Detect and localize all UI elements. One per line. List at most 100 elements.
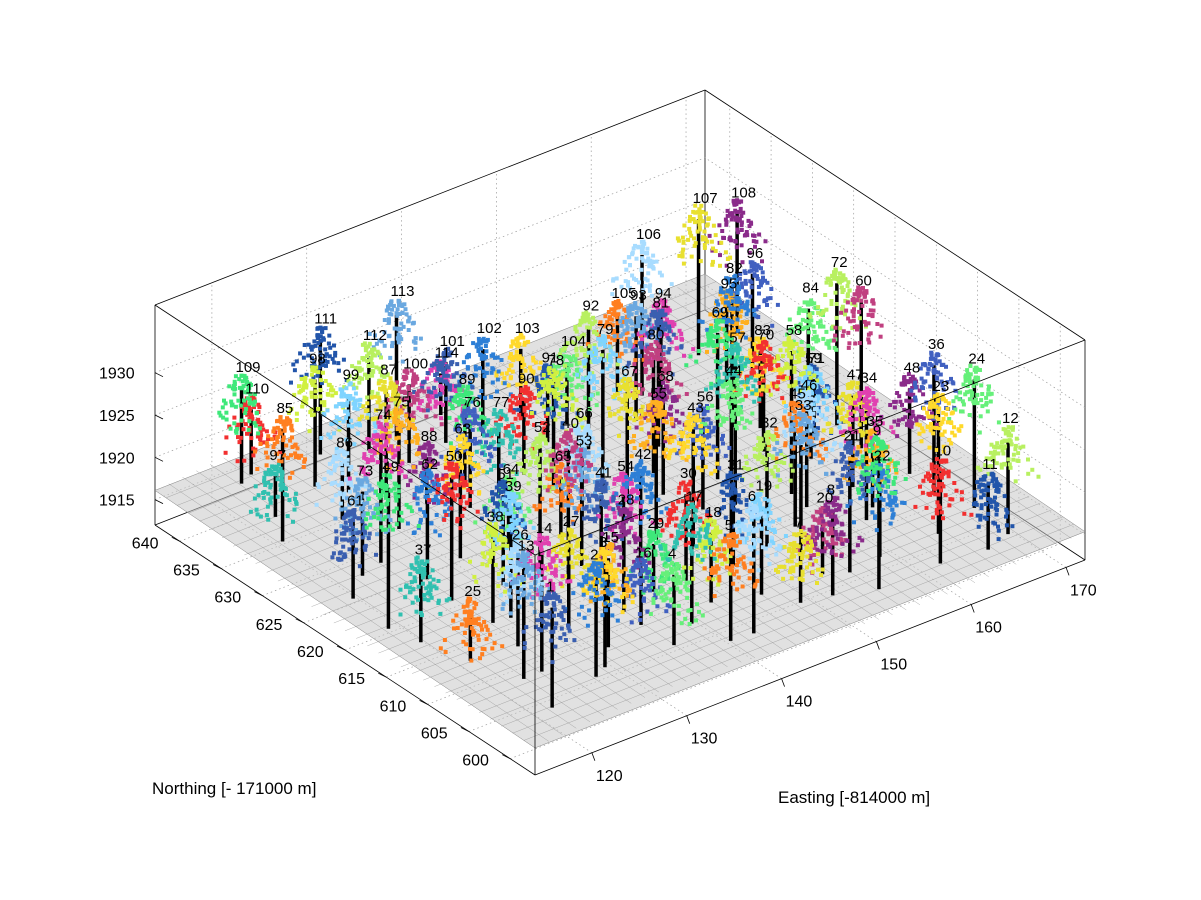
crown-point: [744, 293, 749, 298]
crown-point: [484, 422, 489, 426]
crown-point: [551, 375, 556, 380]
crown-point: [321, 411, 326, 416]
crown-point: [722, 327, 727, 332]
crown-point: [742, 364, 747, 369]
crown-point: [334, 463, 339, 468]
crown-point: [233, 429, 238, 434]
crown-point: [784, 404, 788, 408]
crown-point: [579, 348, 584, 353]
crown-point: [269, 469, 274, 474]
crown-point: [643, 323, 648, 328]
crown-point: [709, 381, 714, 386]
crown-point: [755, 274, 759, 279]
crown-point: [485, 433, 490, 438]
crown-point: [266, 468, 271, 472]
crown-point: [807, 367, 812, 372]
crown-point: [630, 273, 635, 278]
crown-point: [294, 500, 299, 505]
crown-point: [657, 330, 662, 335]
ground-mesh-line: [154, 490, 536, 749]
crown-point: [655, 304, 660, 309]
crown-point: [810, 391, 814, 396]
crown-point: [382, 343, 387, 348]
crown-point: [346, 378, 351, 383]
crown-point: [584, 313, 589, 318]
crown-point: [254, 507, 259, 512]
crown-point: [720, 437, 724, 442]
crown-point: [416, 436, 421, 441]
crown-point: [659, 409, 664, 414]
crown-point: [872, 429, 877, 434]
crown-point: [322, 359, 327, 364]
tree-crown: [367, 298, 423, 364]
crown-point: [467, 411, 472, 416]
crown-point: [747, 250, 752, 255]
crown-point: [569, 496, 574, 501]
crown-point: [385, 373, 390, 378]
crown-point: [426, 440, 431, 445]
crown-point: [237, 377, 242, 382]
crown-point: [371, 352, 375, 357]
crown-point: [762, 298, 767, 303]
crown-point: [666, 336, 671, 341]
crown-point: [684, 392, 689, 396]
crown-point: [418, 507, 423, 512]
crown-point: [684, 457, 689, 462]
crown-point: [718, 336, 723, 341]
crown-point: [841, 433, 846, 437]
crown-point: [458, 434, 463, 439]
crown-point: [725, 208, 730, 213]
crown-point: [893, 399, 898, 404]
crown-point: [522, 362, 527, 367]
crown-point: [511, 506, 516, 511]
crown-point: [510, 434, 514, 439]
crown-point: [278, 415, 283, 420]
crown-point: [441, 370, 446, 375]
box-edge-back: [154, 89, 706, 306]
crown-point: [484, 349, 489, 354]
crown-point: [709, 323, 714, 328]
crown-point: [782, 366, 787, 371]
crown-point: [412, 495, 417, 500]
crown-point: [394, 311, 399, 316]
crown-point: [633, 358, 638, 363]
crown-point: [289, 453, 293, 458]
crown-point: [451, 383, 456, 388]
crown-point: [354, 485, 359, 490]
crown-point: [302, 343, 307, 347]
crown-point: [677, 328, 682, 333]
crown-point: [329, 471, 334, 475]
crown-point: [371, 440, 376, 445]
crown-point: [718, 422, 723, 427]
crown-point: [663, 415, 668, 419]
crown-point: [620, 397, 625, 402]
crown-point: [780, 396, 785, 401]
crown-point: [341, 357, 346, 362]
crown-point: [848, 319, 853, 324]
crown-point: [769, 287, 774, 291]
crown-point: [259, 433, 264, 438]
crown-point: [249, 436, 254, 441]
crown-point: [748, 220, 753, 225]
crown-point: [388, 355, 393, 360]
crown-point: [708, 329, 713, 334]
crown-point: [744, 230, 749, 234]
crown-point: [735, 351, 740, 356]
crown-point: [629, 454, 634, 459]
tree-crown: [625, 308, 684, 377]
crown-point: [796, 380, 801, 385]
crown-point: [484, 440, 488, 445]
ground-mesh-line: [306, 423, 687, 682]
crown-point: [545, 476, 550, 481]
crown-point: [650, 310, 655, 314]
crown-point: [382, 318, 387, 322]
crown-point: [336, 361, 341, 366]
crown-point: [746, 359, 751, 364]
crown-point: [612, 310, 617, 315]
crown-point: [282, 453, 286, 458]
crown-point: [246, 427, 251, 432]
crown-point: [374, 365, 379, 370]
crown-point: [461, 360, 466, 365]
crown-point: [408, 478, 413, 483]
crown-point: [295, 446, 300, 451]
